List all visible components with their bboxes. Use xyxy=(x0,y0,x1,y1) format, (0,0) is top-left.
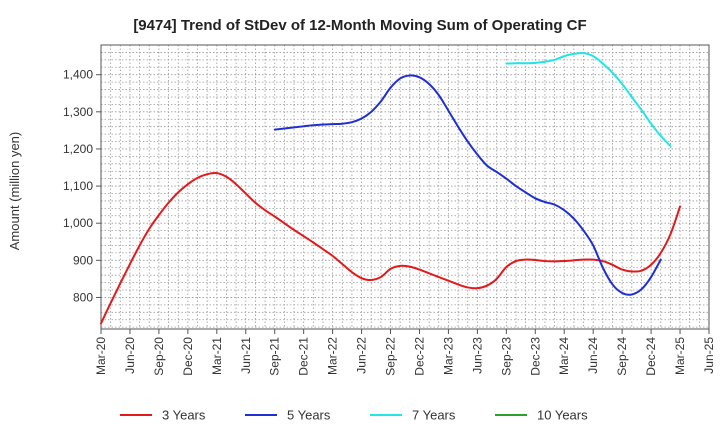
y-tick-label: 1,000 xyxy=(63,216,93,230)
x-tick-label: Mar-20 xyxy=(94,337,108,375)
series-lines xyxy=(100,52,682,325)
series-line-3-years xyxy=(100,171,682,325)
grid xyxy=(101,45,709,329)
x-tick-label: Jun-22 xyxy=(355,337,369,374)
axes: 800 900 1,000 1,100 1,200 1,300 1,400 Mar-20 Jun… xyxy=(63,44,716,376)
y-tick-label: 1,200 xyxy=(63,142,93,156)
plot-area xyxy=(101,45,709,329)
x-tick-label: Sep-24 xyxy=(615,337,629,376)
legend-label-3-years: 3 Years xyxy=(162,408,206,423)
y-tick-label: 900 xyxy=(73,253,93,267)
legend: 3 Years 5 Years 7 Years 10 Years xyxy=(120,408,588,423)
x-tick-label: Sep-22 xyxy=(384,337,398,376)
legend-label-7-years: 7 Years xyxy=(412,408,456,423)
chart-title: [9474] Trend of StDev of 12-Month Moving… xyxy=(133,17,586,34)
x-tick-label: Jun-25 xyxy=(702,337,716,374)
x-tick-label: Mar-22 xyxy=(326,337,340,375)
legend-label-10-years: 10 Years xyxy=(537,408,588,423)
x-tick-label: Dec-23 xyxy=(528,337,542,376)
plot-frame xyxy=(100,44,710,330)
x-tick-label: Jun-21 xyxy=(239,337,253,374)
x-tick-label: Mar-21 xyxy=(210,337,224,375)
x-tick-label: Sep-23 xyxy=(499,337,513,376)
y-tick-label: 800 xyxy=(73,290,93,304)
x-tick-label: Dec-21 xyxy=(297,337,311,376)
y-tick-label: 1,300 xyxy=(63,105,93,119)
x-tick-label: Dec-22 xyxy=(412,337,426,376)
y-tick-label: 1,400 xyxy=(63,68,93,82)
x-tick-label: Mar-23 xyxy=(441,337,455,375)
y-axis-label: Amount (million yen) xyxy=(7,132,22,251)
series-line-7-years xyxy=(505,52,672,147)
x-tick-label: Mar-25 xyxy=(673,337,687,375)
x-tick-label: Jun-24 xyxy=(586,337,600,374)
y-tick-label: 1,100 xyxy=(63,179,93,193)
x-tick-label: Jun-23 xyxy=(470,337,484,374)
x-tick-label: Sep-21 xyxy=(268,337,282,376)
x-tick-label: Jun-20 xyxy=(123,337,137,374)
series-line-5-years xyxy=(273,74,662,296)
legend-label-5-years: 5 Years xyxy=(287,408,331,423)
x-tick-label: Dec-24 xyxy=(644,337,658,376)
x-tick-label: Mar-24 xyxy=(557,337,571,375)
x-tick-label: Sep-20 xyxy=(152,337,166,376)
x-tick-label: Dec-20 xyxy=(181,337,195,376)
